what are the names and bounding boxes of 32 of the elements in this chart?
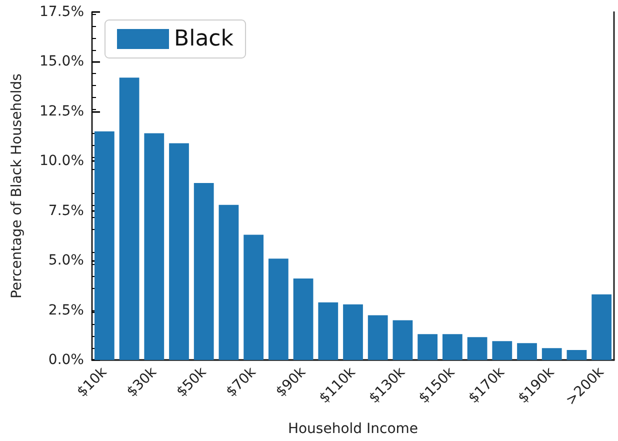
bar — [244, 234, 264, 360]
y-tick-label: 5.0% — [48, 252, 84, 269]
bar — [194, 183, 214, 360]
y-tick-label: 0.0% — [48, 352, 84, 368]
bar — [542, 348, 562, 360]
bar — [442, 334, 462, 360]
y-tick-label: 2.5% — [48, 302, 84, 318]
bar — [418, 334, 438, 360]
bar — [392, 320, 413, 360]
y-tick-label: 7.5% — [48, 202, 84, 219]
y-axis-title: Percentage of Black Households — [9, 74, 25, 298]
bar — [318, 302, 338, 360]
bar — [566, 350, 587, 360]
legend-label: Black — [174, 26, 234, 52]
bar — [368, 315, 388, 360]
y-tick-label: 10.0% — [40, 153, 84, 170]
bar — [144, 133, 164, 360]
y-tick-label: 12.5% — [40, 103, 84, 120]
bar — [268, 258, 288, 360]
bar — [119, 78, 140, 360]
bar — [517, 343, 537, 360]
bar — [592, 294, 612, 360]
bar — [218, 204, 239, 360]
bar — [169, 143, 189, 360]
bar — [94, 131, 114, 360]
x-axis-title: Household Income — [288, 421, 418, 437]
y-tick-label: 17.5% — [40, 4, 84, 20]
y-tick-label: 15.0% — [40, 54, 84, 70]
bar — [293, 278, 314, 360]
bar — [467, 337, 488, 360]
bar — [492, 341, 512, 360]
bar — [343, 304, 363, 360]
